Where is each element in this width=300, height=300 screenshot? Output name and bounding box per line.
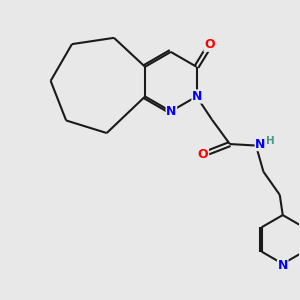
Text: O: O [198,148,208,161]
Text: N: N [192,90,202,103]
Text: H: H [266,136,274,146]
Text: N: N [278,259,288,272]
Text: O: O [204,38,214,51]
Text: N: N [166,105,177,118]
Text: N: N [255,138,266,151]
